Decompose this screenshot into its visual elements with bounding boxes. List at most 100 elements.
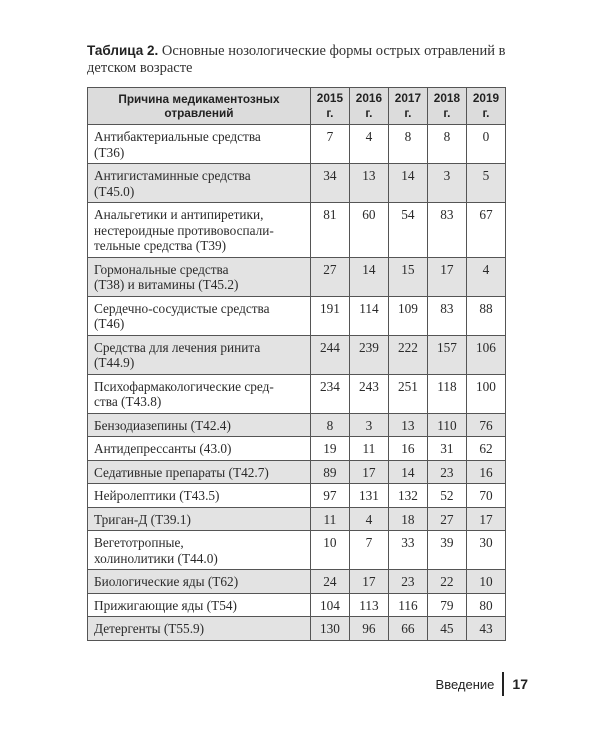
value-cell: 13 [348, 163, 389, 203]
value-cell: 116 [387, 592, 428, 617]
value-cell: 17 [465, 506, 507, 531]
cause-cell: Прижигающие яды (Т54) [87, 592, 311, 617]
header-year: 2019 г. [465, 87, 507, 125]
value-cell: 4 [348, 124, 389, 164]
value-cell: 76 [465, 412, 507, 437]
cause-cell: Психофармакологические сред- ства (Т43.8… [87, 373, 311, 414]
value-cell: 23 [426, 459, 467, 484]
value-cell: 100 [465, 373, 507, 414]
value-cell: 70 [465, 483, 507, 508]
cause-cell: Антидепрессанты (43.0) [87, 436, 311, 461]
value-cell: 62 [465, 436, 507, 461]
value-cell: 31 [426, 436, 467, 461]
table-row: Антигистаминные средства (Т45.0) 34 13 14 3 5 [87, 163, 507, 203]
poisoning-table: Причина медикаментозных отравлений 2015 … [87, 87, 507, 641]
value-cell: 13 [387, 412, 428, 437]
section-name: Введение [435, 676, 495, 692]
value-cell: 52 [426, 483, 467, 508]
table-row: Седативные препараты (Т42.7) 89 17 14 23 16 [87, 459, 507, 484]
value-cell: 191 [309, 295, 350, 336]
value-cell: 10 [465, 569, 507, 594]
cause-cell: Триган-Д (Т39.1) [87, 506, 311, 531]
table-row: Вегетотропные, холинолитики (Т44.0) 10 7 33… [87, 530, 507, 570]
page-number: 17 [512, 676, 528, 692]
table-row: Триган-Д (Т39.1) 11 4 18 27 17 [87, 506, 507, 531]
value-cell: 222 [387, 334, 428, 375]
table-row: Психофармакологические сред- ства (Т43.8… [87, 373, 507, 414]
value-cell: 157 [426, 334, 467, 375]
cause-cell: Средства для лечения ринита (Т44.9) [87, 334, 311, 375]
cause-cell: Вегетотропные, холинолитики (Т44.0) [87, 530, 311, 570]
value-cell: 14 [387, 163, 428, 203]
value-cell: 8 [387, 124, 428, 164]
header-year: 2015 г. [309, 87, 350, 125]
value-cell: 67 [465, 202, 507, 258]
value-cell: 16 [465, 459, 507, 484]
value-cell: 132 [387, 483, 428, 508]
table-row: Биологические яды (Т62) 24 17 23 22 10 [87, 569, 507, 594]
cause-cell: Гормональные средства (Т38) и витамины (… [87, 256, 311, 297]
value-cell: 23 [387, 569, 428, 594]
value-cell: 54 [387, 202, 428, 258]
value-cell: 34 [309, 163, 350, 203]
value-cell: 114 [348, 295, 389, 336]
value-cell: 4 [465, 256, 507, 297]
value-cell: 131 [348, 483, 389, 508]
value-cell: 251 [387, 373, 428, 414]
value-cell: 130 [309, 616, 350, 641]
value-cell: 81 [309, 202, 350, 258]
header-year: 2016 г. [348, 87, 389, 125]
value-cell: 234 [309, 373, 350, 414]
value-cell: 14 [348, 256, 389, 297]
table-row: Анальгетики и антипиретики, нестероидные… [87, 202, 507, 258]
value-cell: 15 [387, 256, 428, 297]
value-cell: 33 [387, 530, 428, 570]
value-cell: 89 [309, 459, 350, 484]
value-cell: 14 [387, 459, 428, 484]
cause-cell: Анальгетики и антипиретики, нестероидные… [87, 202, 311, 258]
cause-cell: Антигистаминные средства (Т45.0) [87, 163, 311, 203]
value-cell: 79 [426, 592, 467, 617]
value-cell: 83 [426, 295, 467, 336]
table-caption: Таблица 2. Основные нозологические формы… [87, 42, 507, 77]
value-cell: 110 [426, 412, 467, 437]
value-cell: 4 [348, 506, 389, 531]
value-cell: 109 [387, 295, 428, 336]
table-row: Нейролептики (Т43.5) 97 131 132 52 70 [87, 483, 507, 508]
value-cell: 43 [465, 616, 507, 641]
value-cell: 113 [348, 592, 389, 617]
value-cell: 88 [465, 295, 507, 336]
value-cell: 45 [426, 616, 467, 641]
value-cell: 24 [309, 569, 350, 594]
header-row: Причина медикаментозных отравлений 2015 … [87, 87, 507, 125]
value-cell: 17 [426, 256, 467, 297]
value-cell: 27 [309, 256, 350, 297]
value-cell: 118 [426, 373, 467, 414]
page-footer: Введение 17 [436, 672, 528, 696]
value-cell: 7 [348, 530, 389, 570]
value-cell: 19 [309, 436, 350, 461]
value-cell: 3 [426, 163, 467, 203]
value-cell: 3 [348, 412, 389, 437]
table-row: Детергенты (Т55.9) 130 96 66 45 43 [87, 616, 507, 641]
value-cell: 96 [348, 616, 389, 641]
cause-cell: Детергенты (Т55.9) [87, 616, 311, 641]
caption-text: Основные нозологические формы острых отр… [87, 43, 506, 76]
cause-cell: Бензодиазепины (Т42.4) [87, 412, 311, 437]
value-cell: 11 [348, 436, 389, 461]
value-cell: 104 [309, 592, 350, 617]
value-cell: 22 [426, 569, 467, 594]
footer-divider [502, 672, 505, 696]
table-row: Антибактериальные средства (Т36) 7 4 8 8 0 [87, 124, 507, 164]
value-cell: 244 [309, 334, 350, 375]
value-cell: 39 [426, 530, 467, 570]
table-row: Прижигающие яды (Т54) 104 113 116 79 80 [87, 592, 507, 617]
value-cell: 8 [426, 124, 467, 164]
table-row: Сердечно-сосудистые средства (Т46) 191 114… [87, 295, 507, 336]
cause-cell: Сердечно-сосудистые средства (Т46) [87, 295, 311, 336]
header-cause: Причина медикаментозных отравлений [87, 87, 311, 125]
value-cell: 10 [309, 530, 350, 570]
table-row: Бензодиазепины (Т42.4) 8 3 13 110 76 [87, 412, 507, 437]
value-cell: 17 [348, 459, 389, 484]
caption-label: Таблица 2. [87, 43, 159, 58]
